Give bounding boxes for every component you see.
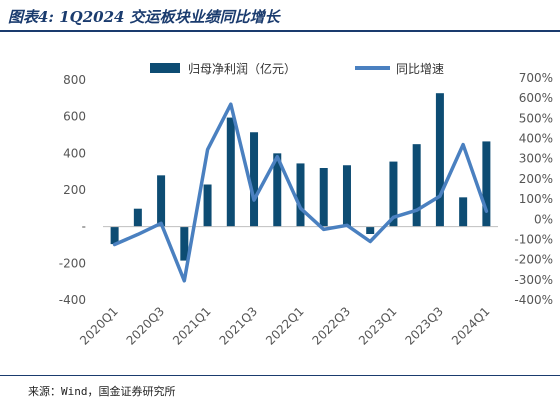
title-rule bbox=[0, 30, 560, 32]
bar-2022Q3 bbox=[342, 165, 351, 227]
left-tick-label: - bbox=[82, 220, 86, 234]
bar-2022Q4 bbox=[366, 226, 375, 234]
bar-2023Q4 bbox=[459, 197, 468, 227]
left-tick-label: -400 bbox=[59, 293, 86, 307]
legend: 归母净利润（亿元） 同比增速 bbox=[150, 61, 444, 76]
bar-2020Q4 bbox=[180, 226, 189, 261]
right-tick-label: 700% bbox=[519, 71, 553, 85]
x-tick-label: 2021Q3 bbox=[217, 304, 261, 348]
left-tick-label: -200 bbox=[59, 256, 86, 270]
x-tick-label: 2021Q1 bbox=[170, 304, 214, 348]
right-tick-label: 600% bbox=[519, 91, 553, 105]
bar-2021Q2 bbox=[226, 117, 235, 227]
bottom-rule bbox=[0, 375, 560, 376]
bar-2022Q1 bbox=[296, 163, 305, 227]
legend-line-label: 同比增速 bbox=[396, 62, 444, 76]
left-tick-label: 200 bbox=[63, 183, 86, 197]
legend-bar-swatch bbox=[150, 63, 180, 73]
right-tick-label: -300% bbox=[514, 273, 553, 287]
bar-2024Q1 bbox=[482, 141, 491, 227]
x-tick-label: 2022Q1 bbox=[263, 304, 307, 348]
right-axis-ticks: -400% -300% -200% -100% 0% 100% 200% 300% 400% 50… bbox=[514, 71, 553, 307]
left-tick-label: 400 bbox=[63, 146, 86, 160]
bar-2020Q1 bbox=[110, 226, 119, 245]
left-tick-label: 600 bbox=[63, 110, 86, 124]
x-tick-label: 2024Q1 bbox=[449, 304, 493, 348]
left-tick-label: 800 bbox=[63, 73, 86, 87]
bar-2021Q4 bbox=[273, 153, 282, 227]
right-tick-label: 0% bbox=[534, 212, 553, 226]
line-series bbox=[112, 102, 489, 283]
right-tick-label: -400% bbox=[514, 293, 553, 307]
right-tick-label: 200% bbox=[519, 172, 553, 186]
bar-2020Q2 bbox=[133, 208, 142, 227]
right-tick-label: 100% bbox=[519, 192, 553, 206]
x-tick-label: 2023Q1 bbox=[356, 304, 400, 348]
x-tick-label: 2022Q3 bbox=[310, 304, 354, 348]
right-tick-label: 500% bbox=[519, 111, 553, 125]
x-tick-label: 2020Q3 bbox=[124, 304, 168, 348]
right-tick-label: -200% bbox=[514, 253, 553, 267]
bar-2021Q3 bbox=[250, 132, 259, 227]
bar-2023Q1 bbox=[389, 161, 398, 227]
bar-2021Q1 bbox=[203, 184, 212, 227]
x-tick-label: 2023Q3 bbox=[402, 304, 446, 348]
bar-2020Q3 bbox=[157, 175, 166, 227]
chart-title: 图表4: 1Q2024 交运板块业绩同比增长 bbox=[8, 8, 280, 26]
bar-2022Q2 bbox=[319, 168, 328, 227]
bar-2023Q2 bbox=[412, 144, 421, 227]
bar-series bbox=[110, 93, 491, 261]
right-tick-label: 300% bbox=[519, 152, 553, 166]
source-note: 来源：Wind，国金证券研究所 bbox=[28, 385, 176, 398]
x-tick-label: 2020Q1 bbox=[77, 304, 121, 348]
bar-2023Q3 bbox=[435, 93, 444, 227]
x-axis-ticks: 2020Q1 2020Q3 2021Q1 2021Q3 2022Q1 2022Q3 2023… bbox=[77, 304, 492, 348]
legend-bar-label: 归母净利润（亿元） bbox=[188, 61, 296, 76]
right-tick-label: 400% bbox=[519, 132, 553, 146]
right-tick-label: -100% bbox=[514, 232, 553, 246]
